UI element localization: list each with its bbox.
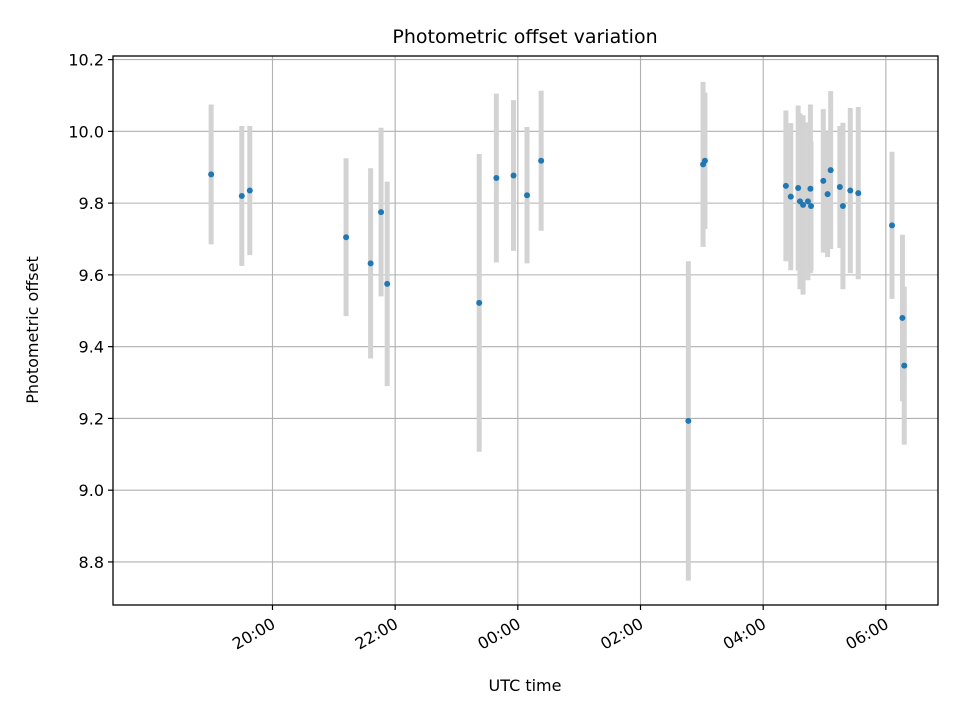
data-point (685, 417, 692, 424)
data-point (824, 191, 831, 198)
y-tick-label: 8.8 (79, 553, 104, 572)
data-point (855, 190, 862, 197)
data-point (899, 314, 906, 321)
data-point (238, 192, 245, 199)
data-point (493, 175, 500, 181)
data-point (208, 171, 215, 178)
data-point (827, 167, 834, 174)
y-tick-label: 10.0 (68, 122, 104, 141)
data-point (807, 185, 814, 192)
data-point (384, 280, 391, 287)
data-point (800, 201, 807, 208)
data-point (701, 157, 708, 164)
x-axis-label: UTC time (489, 676, 562, 695)
data-point (787, 193, 794, 200)
data-point (782, 182, 789, 189)
data-point (804, 198, 811, 205)
chart-title: Photometric offset variation (392, 26, 657, 48)
data-point (820, 177, 827, 184)
data-point (808, 202, 815, 209)
data-point (367, 260, 374, 267)
data-point (378, 209, 385, 216)
data-points (208, 157, 908, 424)
data-point (901, 362, 908, 369)
y-tick-label: 9.4 (79, 338, 104, 357)
y-tick-label: 9.8 (79, 194, 104, 213)
data-point (524, 192, 531, 199)
y-tick-label: 9.2 (79, 409, 104, 428)
data-point (847, 187, 854, 194)
data-point (246, 187, 253, 194)
y-tick-label: 9.0 (79, 481, 104, 500)
data-point (836, 183, 843, 190)
y-tick-label: 9.6 (79, 266, 104, 285)
data-point (343, 234, 350, 241)
data-point (476, 299, 483, 306)
data-point (795, 185, 802, 192)
data-point (510, 172, 517, 179)
y-tick-label: 10.2 (68, 51, 104, 70)
data-point (839, 202, 846, 209)
y-axis-ticks: 8.8 9.0 9.2 9.4 9.6 9.8 10.0 10.2 (68, 51, 113, 572)
data-point (538, 157, 545, 164)
data-point (888, 222, 895, 229)
y-axis-label: Photometric offset (23, 256, 42, 404)
plot-frame (112, 55, 939, 606)
